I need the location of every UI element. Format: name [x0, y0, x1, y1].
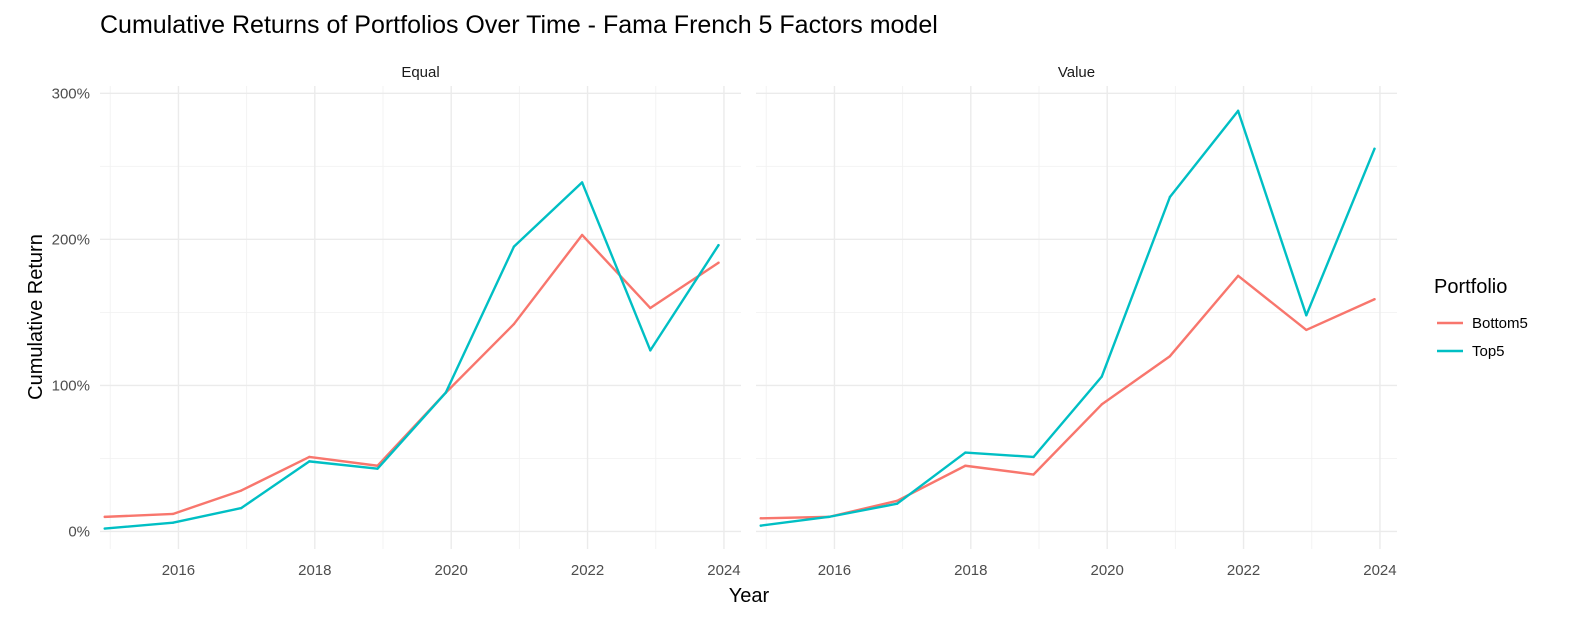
data-point-bottom5: [1236, 274, 1240, 278]
legend-item-top5: Top5: [1437, 343, 1505, 360]
data-point-top5: [1236, 109, 1240, 113]
chart-title: Cumulative Returns of Portfolios Over Ti…: [100, 11, 938, 39]
data-point-top5: [717, 244, 720, 247]
data-point-top5: [512, 245, 516, 248]
data-point-top5: [1373, 147, 1376, 151]
series-line-bottom5: [103, 233, 720, 519]
data-point-bottom5: [964, 464, 967, 467]
x-tick-label: 2018: [954, 562, 987, 579]
data-point-top5: [239, 506, 243, 510]
data-point-bottom5: [717, 261, 720, 264]
legend-item-bottom5: Bottom5: [1437, 315, 1528, 332]
data-point-bottom5: [1305, 328, 1308, 332]
data-point-bottom5: [1100, 403, 1103, 406]
x-tick-label: 2024: [707, 562, 740, 579]
x-tick-label: 2024: [1363, 562, 1396, 579]
data-point-bottom5: [1032, 473, 1035, 476]
y-tick-label: 100%: [52, 377, 90, 394]
data-point-top5: [759, 524, 762, 527]
data-point-bottom5: [171, 512, 175, 516]
facet-panels: Equal 2016 2018 2020 2022 2024 Value 2016 2018 20…: [100, 64, 1397, 579]
data-point-bottom5: [103, 515, 106, 519]
y-tick-label: 200%: [52, 231, 90, 248]
data-point-bottom5: [580, 233, 584, 237]
series-line-top5: [759, 109, 1376, 527]
data-point-top5: [308, 460, 311, 463]
x-tick-label: 2020: [434, 562, 467, 579]
data-point-top5: [1168, 195, 1172, 199]
data-point-top5: [649, 349, 652, 352]
facet-label: Value: [1058, 64, 1095, 81]
y-tick-label: 0%: [68, 523, 90, 540]
data-point-bottom5: [308, 455, 311, 459]
y-tick-label: 300%: [52, 85, 90, 102]
data-point-top5: [171, 521, 175, 524]
x-tick-label: 2018: [298, 562, 331, 579]
data-point-top5: [103, 527, 106, 530]
panel-value: Value 2016 2018 2020 2022 2024: [756, 64, 1397, 579]
facet-label: Equal: [401, 64, 439, 81]
series-line-bottom5: [759, 274, 1376, 520]
series-line-top5: [103, 181, 720, 530]
x-tick-label: 2020: [1090, 562, 1123, 579]
data-point-top5: [1100, 375, 1103, 378]
legend-title: Portfolio: [1434, 276, 1507, 298]
x-tick-label: 2022: [1227, 562, 1260, 579]
data-point-bottom5: [895, 499, 899, 503]
x-tick-label: 2022: [571, 562, 604, 579]
data-point-top5: [964, 451, 967, 454]
data-point-top5: [1032, 455, 1035, 459]
data-point-bottom5: [649, 306, 652, 310]
data-point-bottom5: [239, 489, 243, 492]
x-axis-title: Year: [729, 585, 770, 607]
panel-equal: Equal 2016 2018 2020 2022 2024: [100, 64, 741, 579]
data-point-bottom5: [759, 517, 762, 520]
legend-label: Top5: [1472, 343, 1505, 360]
data-point-bottom5: [1168, 355, 1172, 358]
x-tick-label: 2016: [818, 562, 851, 579]
legend: Portfolio Bottom5 Top5: [1434, 276, 1528, 360]
y-axis: 0% 100% 200% 300%: [52, 85, 90, 540]
y-axis-title: Cumulative Return: [25, 234, 47, 400]
x-tick-label: 2016: [162, 562, 195, 579]
data-point-top5: [1305, 314, 1308, 317]
data-point-bottom5: [1373, 298, 1376, 301]
legend-label: Bottom5: [1472, 315, 1528, 332]
data-point-top5: [827, 515, 831, 519]
data-point-top5: [580, 181, 584, 184]
data-point-top5: [895, 502, 899, 505]
data-point-top5: [444, 391, 447, 394]
data-point-bottom5: [512, 322, 516, 326]
data-point-top5: [376, 467, 379, 470]
